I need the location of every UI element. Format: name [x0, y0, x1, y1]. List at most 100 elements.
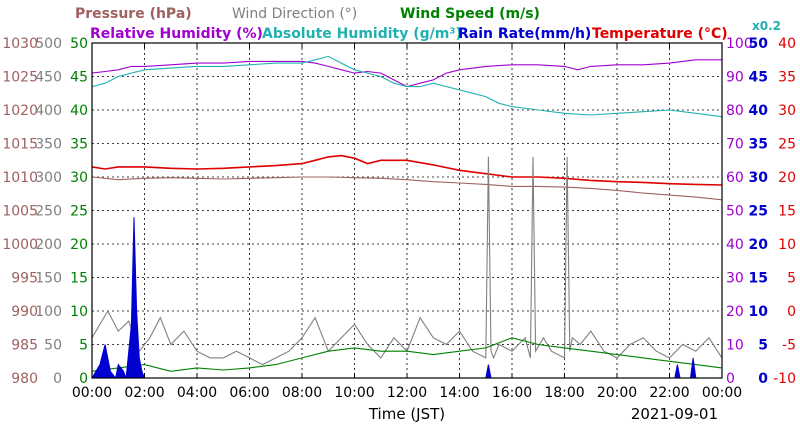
temperature-tick-label: -5 [782, 338, 796, 354]
right-axes: 1009080706050403020100504540353025201510… [726, 36, 796, 387]
rain-tick-label: 10 [749, 304, 769, 320]
x-tick-label: 16:00 [492, 385, 532, 401]
wind_speed-tick-label: 30 [70, 170, 88, 186]
wind_dir-tick-label: 400 [35, 103, 62, 119]
temperature-tick-label: 30 [778, 103, 796, 119]
humidity-tick-label: 100 [726, 36, 753, 52]
legend-pressure: Pressure (hPa) [75, 6, 192, 22]
wind_dir-tick-label: 100 [35, 304, 62, 320]
x-tick-label: 22:00 [649, 385, 689, 401]
x-tick-label: 08:00 [282, 385, 322, 401]
x-tick-label: 18:00 [544, 385, 584, 401]
x-tick-label: 12:00 [387, 385, 427, 401]
x-tick-label: 00:00 [702, 385, 742, 401]
wind_speed-tick-label: 5 [79, 338, 88, 354]
wind_dir-tick-label: 200 [35, 237, 62, 253]
humidity-tick-label: 10 [726, 338, 744, 354]
pressure-tick-label: 1030 [2, 36, 38, 52]
humidity-tick-label: 80 [726, 103, 744, 119]
wind_speed-tick-label: 25 [70, 204, 88, 220]
x-tick-label: 02:00 [124, 385, 164, 401]
rain-tick-label: 20 [749, 237, 769, 253]
x-tick-label: 04:00 [177, 385, 217, 401]
legend-absolute-humidity: Absolute Humidity (g/m³) [262, 26, 462, 42]
rain-tick-label: 5 [758, 338, 768, 354]
rain-tick-label: 45 [749, 70, 768, 86]
rain-tick-label: 0 [758, 371, 768, 387]
series-wind-speed-m-s [91, 337, 723, 372]
series-relative-humidity [91, 59, 722, 88]
x-axis: 00:00 02:00 04:00 06:00 08:00 10:00 12:00 14:00… [72, 43, 742, 401]
pressure-tick-label: 1015 [2, 137, 38, 153]
wind_dir-tick-label: 50 [44, 338, 62, 354]
pressure-tick-label: 1010 [2, 170, 38, 186]
wind_speed-tick-label: 20 [70, 237, 88, 253]
pressure-tick-label: 1000 [2, 237, 38, 253]
wind_speed-tick-label: 50 [70, 36, 88, 52]
legend-ah-scale-note: x0.2 [752, 19, 781, 33]
humidity-tick-label: 0 [726, 371, 735, 387]
legend-relative-humidity: Relative Humidity (%) [90, 26, 263, 42]
pressure-tick-label: 1005 [2, 204, 38, 220]
series-pressure-hpa [91, 176, 723, 201]
wind_speed-tick-label: 35 [70, 137, 88, 153]
humidity-tick-label: 60 [726, 170, 744, 186]
legend-row-1: Pressure (hPa) Wind Direction (°) Wind S… [75, 6, 540, 22]
x-axis-label: Time (JST) [368, 405, 445, 423]
temperature-tick-label: 35 [778, 70, 796, 86]
wind_dir-tick-label: 350 [35, 137, 62, 153]
x-tick-label: 20:00 [597, 385, 637, 401]
series-absolute-humidity-g-m [91, 55, 723, 118]
wind_dir-tick-label: 0 [53, 371, 62, 387]
pressure-tick-label: 995 [11, 271, 38, 287]
x-tick-label: 06:00 [229, 385, 269, 401]
humidity-tick-label: 40 [726, 237, 744, 253]
wind_speed-tick-label: 45 [70, 70, 88, 86]
legend-wind-direction: Wind Direction (°) [232, 6, 357, 22]
temperature-tick-label: 20 [778, 170, 796, 186]
humidity-tick-label: 50 [726, 204, 744, 220]
grid-lines [92, 43, 722, 378]
series-wind-direction [91, 156, 723, 366]
wind_speed-tick-label: 0 [79, 371, 88, 387]
wind_dir-tick-label: 450 [35, 70, 62, 86]
wind_speed-tick-label: 10 [70, 304, 88, 320]
x-tick-label: 14:00 [439, 385, 479, 401]
wind_speed-tick-label: 40 [70, 103, 88, 119]
left-axes: 1030102510201015101010051000995990985980… [2, 36, 88, 387]
temperature-tick-label: -10 [773, 371, 796, 387]
pressure-tick-label: 1020 [2, 103, 38, 119]
rain-tick-label: 35 [749, 137, 768, 153]
series-temperature-c [91, 154, 723, 186]
legend-rain-rate: Rain Rate(mm/h) [458, 26, 591, 42]
pressure-tick-label: 990 [11, 304, 38, 320]
humidity-tick-label: 70 [726, 137, 744, 153]
humidity-tick-label: 90 [726, 70, 744, 86]
x-tick-label: 00:00 [72, 385, 112, 401]
wind_dir-tick-label: 150 [35, 271, 62, 287]
date-label: 2021-09-01 [631, 405, 718, 423]
temperature-tick-label: 10 [778, 237, 796, 253]
pressure-tick-label: 985 [11, 338, 38, 354]
rain-tick-label: 15 [749, 271, 768, 287]
x-tick-label: 10:00 [334, 385, 374, 401]
pressure-tick-label: 980 [11, 371, 38, 387]
rain-tick-label: 50 [749, 36, 769, 52]
wind_dir-tick-label: 250 [35, 204, 62, 220]
wind_dir-tick-label: 300 [35, 170, 62, 186]
rain-tick-label: 25 [749, 204, 768, 220]
humidity-tick-label: 30 [726, 271, 744, 287]
temperature-tick-label: 40 [778, 36, 796, 52]
legend-row-2: Relative Humidity (%) Absolute Humidity … [90, 19, 781, 42]
temperature-tick-label: 15 [778, 204, 796, 220]
legend-temperature: Temperature (°C) [592, 26, 728, 42]
temperature-tick-label: 25 [778, 137, 796, 153]
rain-tick-label: 40 [749, 103, 769, 119]
wind_speed-tick-label: 15 [70, 271, 88, 287]
humidity-tick-label: 20 [726, 304, 744, 320]
temperature-tick-label: 0 [787, 304, 796, 320]
pressure-tick-label: 1025 [2, 70, 38, 86]
wind_dir-tick-label: 500 [35, 36, 62, 52]
rain-tick-label: 30 [749, 170, 769, 186]
